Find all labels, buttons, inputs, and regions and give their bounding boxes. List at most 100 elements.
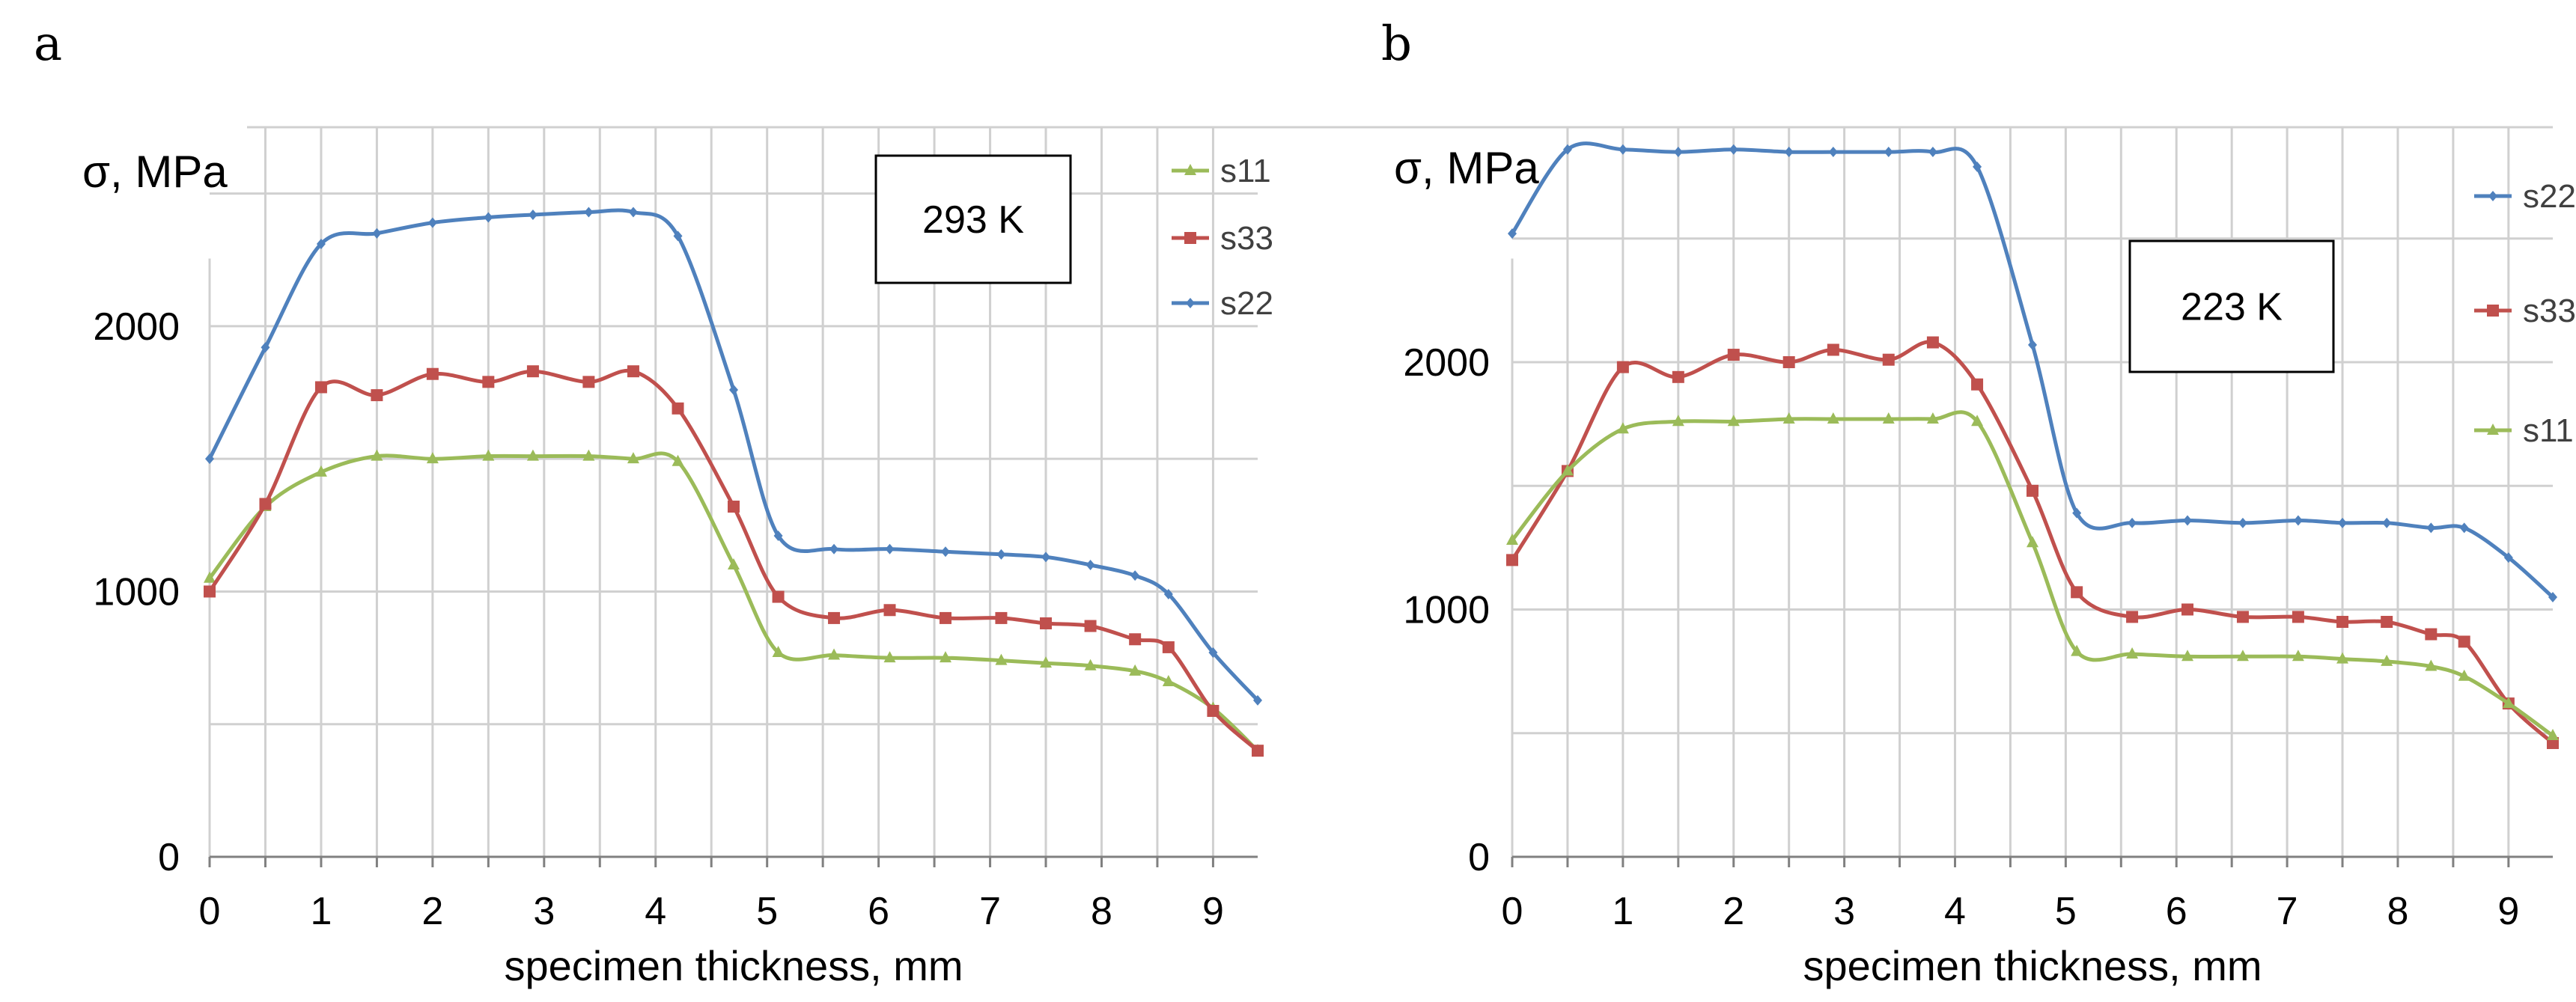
chart-1-series-s33-point [314, 381, 327, 394]
chart-1-series-s11-point [314, 465, 327, 477]
chart-1-series-s11-point [1040, 656, 1053, 668]
chart-2-y-tick-label: 1000 [1403, 588, 1490, 632]
chart-1-series-s22-point [1085, 560, 1095, 570]
chart-2-series-s33-point [2425, 628, 2438, 641]
chart-2-series-s11-point [2425, 659, 2438, 671]
chart-1-series-s22-point [1163, 589, 1173, 599]
chart-1-series-s11-point [828, 648, 841, 660]
chart-1-series-s11-point [728, 558, 740, 569]
chart-2-series-s11-point [2502, 697, 2515, 709]
chart-1-series-s22-point [205, 453, 214, 465]
chart-1-series-s11-point [939, 651, 951, 663]
chart-2-series-s33-point [2071, 586, 2083, 599]
chart-2-annotation-text: 223 K [2181, 286, 2283, 329]
chart-2-series-s22-point [2183, 515, 2193, 526]
chart-1-x-tick-label: 8 [1091, 890, 1112, 933]
chart-2-series-s22-point [1928, 147, 1937, 158]
chart-2-series-s33-point [1727, 349, 1740, 361]
chart-1-panel: a σ, MPa 0 1000 2000 0 1 2 3 4 5 6 7 8 9 specimen thick… [34, 16, 1273, 989]
chart-2-series-s11-point [1882, 412, 1895, 424]
chart-2-y-axis-label: σ, MPa [1394, 143, 1539, 193]
chart-1-series-s33-point [939, 611, 951, 624]
chart-2-series-s22-point [1973, 161, 1982, 172]
chart-2-series-s11-point [2292, 650, 2304, 662]
chart-1-x-tick-label: 1 [310, 890, 332, 933]
chart-1-series-s22-point [773, 531, 783, 541]
chart-1-x-tick-label: 3 [533, 890, 555, 933]
chart-1-series-s33-point [426, 367, 439, 380]
chart-1-series-s22-point [940, 546, 950, 557]
chart-2-series-s22-point [1673, 147, 1683, 158]
chart-2-series-s11-point [1672, 415, 1684, 427]
chart-1-series-s22-point [261, 342, 270, 353]
chart-2-series-s33-point [2292, 611, 2304, 623]
chart-1-series-s22-point [1041, 552, 1051, 563]
chart-2-series-s11-point [2236, 650, 2249, 662]
chart-1-series-s22-point [996, 549, 1006, 560]
chart-2-y-tick-label: 0 [1468, 836, 1490, 879]
chart-2-series-s11-point [1506, 533, 1518, 545]
chart-1-series-s22-point [673, 230, 683, 242]
chart-2-series-s33-point [1782, 355, 1795, 368]
chart-1-series-s22-point [885, 543, 895, 555]
chart-2-series-s22-point [2028, 339, 2037, 350]
chart-1-series-s11-point [371, 449, 383, 461]
chart-1-series-s11-point [1162, 675, 1175, 686]
chart-1-x-tick-label: 7 [979, 890, 1001, 933]
chart-2-series-s22-point [1784, 147, 1794, 158]
chart-1-series-s11-point [426, 452, 439, 464]
chart-1-series-s11 [204, 449, 1264, 756]
chart-2-series-s33-point [1827, 343, 1839, 356]
chart-1-series-s11-point [204, 571, 216, 583]
chart-2-series-s11-point [1727, 415, 1740, 427]
chart-1-x-tick-label: 0 [199, 890, 221, 933]
chart-2-series-s33-point [2126, 611, 2139, 623]
chart-2-series-s22-point [2503, 552, 2513, 563]
chart-2-series-s11-point [1971, 415, 1984, 427]
chart-2-series-s22-point [1828, 147, 1838, 158]
chart-1-series-s33-point [482, 376, 495, 388]
chart-1-y-axis-label: σ, MPa [82, 147, 228, 197]
chart-2-series-s22-point [2548, 591, 2557, 602]
chart-1-series-s22-point [584, 207, 594, 218]
chart-2-legend: s22 s33 s11 [2474, 178, 2576, 449]
chart-2-legend-label-s33: s33 [2523, 293, 2576, 329]
chart-2-panel-letter: b [1381, 16, 1412, 72]
chart-1-series-s33-point [672, 402, 684, 415]
chart-1-legend-marker-s11 [1184, 164, 1196, 175]
chart-1-panel-letter: a [34, 16, 62, 72]
chart-2-series-s22 [1508, 141, 2557, 602]
chart-2-series-s22-point [1729, 144, 1738, 155]
chart-2-series-s11-point [2458, 669, 2470, 681]
chart-2-x-tick-label: 3 [1833, 890, 1855, 933]
chart-1-series-s33-point [1129, 633, 1142, 646]
chart-1-y-tick-label: 2000 [93, 305, 180, 349]
chart-2-x-tick-label: 0 [1502, 890, 1523, 933]
chart-2-series-s11-line [1511, 410, 2554, 738]
chart-1-legend-marker-s22 [1186, 298, 1195, 308]
chart-1-x-tick-label: 9 [1202, 890, 1224, 933]
chart-2-series-s11-point [2071, 644, 2083, 656]
chart-1-x-axis-label: specimen thickness, mm [504, 942, 963, 989]
chart-1-gridlines [210, 126, 1258, 857]
chart-1-series-s33-point [772, 590, 785, 603]
chart-1-legend: s11 s33 s22 [1172, 153, 1273, 322]
chart-2-series-s11-point [2547, 729, 2559, 741]
chart-2-series-s22-point [1618, 144, 1627, 155]
chart-2-annotation-box [2128, 239, 2335, 373]
chart-2-series-s11-point [2381, 654, 2393, 666]
chart-2-series-s33-point [1882, 353, 1895, 366]
chart-2-series-s22-point [1884, 147, 1893, 158]
chart-2-series-s33-point [2236, 611, 2249, 623]
chart-2-x-axis-label: specimen thickness, mm [1803, 942, 2262, 989]
chart-1-series-s11-point [1084, 659, 1097, 670]
chart-2-legend-marker-s22 [2488, 191, 2497, 201]
chart-1-series-s22-point [316, 239, 326, 249]
chart-1-series-s11-point [582, 449, 595, 461]
chart-2-series-s33-point [2181, 603, 2194, 616]
chart-2-x-tick-label: 8 [2387, 890, 2409, 933]
chart-1-series-s22-point [628, 207, 638, 218]
chart-1-series-s33-point [1252, 745, 1264, 757]
chart-1-series-s11-point [627, 452, 639, 464]
